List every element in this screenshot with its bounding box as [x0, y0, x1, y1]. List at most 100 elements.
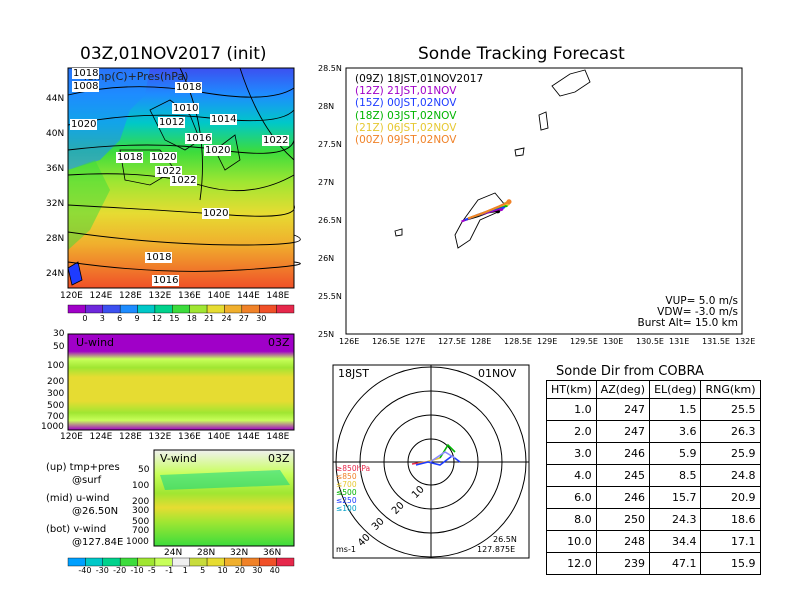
table-row: 6.0 246 15.7 20.9: [546, 486, 761, 509]
track-lat-tick: 27N: [318, 178, 335, 187]
map-lat-tick: 32N: [46, 199, 65, 209]
polar-level-legend: ≥850hPa ≤850 ≤700 ≤500 ≤250 ≤100: [336, 465, 370, 513]
wind-colorbar-tick: -20: [113, 566, 127, 575]
wind-colorbar: [67, 557, 295, 567]
isobar-label: 1022: [155, 166, 183, 177]
polar-level-entry: ≤100: [336, 504, 357, 513]
track-lon-tick: 129E: [537, 337, 558, 346]
temp-colorbar-swatch: [241, 304, 260, 314]
isobar-label: 1010: [172, 103, 200, 114]
uwind-lon-tick: 120E: [60, 432, 83, 442]
panel-desc-head: (bot) v-wind: [46, 524, 107, 535]
wind-colorbar-swatch: [154, 557, 173, 567]
uwind-p-tick: 700: [47, 412, 65, 422]
track-lon-tick: 130.5E: [636, 337, 664, 346]
isobar-label: 1014: [210, 114, 238, 125]
uwind-lon-tick: 132E: [148, 432, 172, 442]
polar-time-label: 18JST: [338, 367, 369, 380]
temp-colorbar: [67, 304, 295, 314]
wind-colorbar-tick: 1: [182, 566, 188, 575]
map-overlay-label: Temp(C)+Pres(hPa): [82, 70, 189, 83]
table-title: Sonde Dir from COBRA: [556, 364, 704, 379]
track-lat-tick: 27.5N: [318, 140, 342, 149]
map-lon-tick: 124E: [89, 291, 113, 301]
track-lat-tick: 25N: [318, 330, 335, 339]
isobar-label: 1020: [70, 119, 98, 130]
vwind-p-tick: 700: [132, 526, 150, 536]
vwind-p-tick: 200: [132, 497, 150, 507]
wind-colorbar-tick: -30: [95, 566, 109, 575]
uwind-lon-tick: 144E: [237, 432, 260, 442]
uwind-p-tick: 100: [47, 361, 65, 371]
table-row: 4.0 245 8.5 24.8: [546, 464, 761, 487]
temp-colorbar-tick: 9: [134, 314, 140, 323]
table-header: HT(km): [546, 380, 597, 399]
panel-desc-head: (mid) u-wind: [46, 493, 110, 504]
uwind-lon-tick: 148E: [266, 432, 290, 442]
table-cell: 8.5: [649, 464, 702, 487]
uwind-p-tick: 200: [47, 377, 65, 387]
polar-level-entry: ≤700: [336, 480, 357, 489]
temp-colorbar-tick: 21: [204, 314, 215, 323]
table-cell: 247: [595, 398, 651, 421]
uwind-p-tick: 30: [53, 329, 65, 339]
temp-colorbar-swatch: [189, 304, 208, 314]
uwind-lon-tick: 136E: [178, 432, 201, 442]
table-row: 3.0 246 5.9 25.9: [546, 442, 761, 465]
temp-colorbar-swatch: [276, 304, 295, 314]
map-lat-tick: 36N: [46, 164, 65, 174]
isobar-label: 1020: [202, 208, 230, 219]
vwind-lat-tick: 32N: [230, 548, 249, 558]
polar-hodograph: [411, 443, 461, 466]
wind-colorbar-swatch: [119, 557, 138, 567]
sonde-direction-table: HT(km) AZ(deg) EL(deg) RNG(km) 1.0 247 1.5 25.…: [546, 380, 761, 575]
wind-colorbar-swatch: [259, 557, 277, 567]
table-cell: 5.9: [649, 442, 702, 465]
table-cell: 3.6: [649, 420, 702, 443]
table-header: EL(deg): [649, 380, 702, 399]
wind-colorbar-swatch: [241, 557, 260, 567]
vwind-lat-tick: 24N: [164, 548, 183, 558]
table-cell: 248: [595, 530, 651, 553]
panel-desc-head: (up) tmp+pres: [46, 462, 120, 473]
wind-colorbar-tick: 30: [252, 566, 263, 575]
track-lon-tick: 132E: [735, 337, 756, 346]
vwind-p-tick: 50: [138, 465, 150, 475]
uwind-p-tick: 50: [53, 342, 65, 352]
polar-level-entry: ≤500: [336, 488, 357, 497]
wind-colorbar-tick: 10: [217, 566, 228, 575]
wind-colorbar-swatch: [67, 557, 86, 567]
polar-date-label: 01NOV: [478, 367, 517, 380]
table-cell: 247: [595, 420, 651, 443]
table-row: 12.0 239 47.1 15.9: [546, 552, 761, 575]
isobar-label: 1012: [158, 117, 186, 128]
map-lat-tick: 28N: [46, 234, 65, 244]
panel-desc-sub: @26.50N: [72, 506, 119, 517]
table-cell: 6.0: [546, 486, 597, 509]
track-title: Sonde Tracking Forecast: [418, 44, 625, 64]
table-cell: 245: [595, 464, 651, 487]
wind-colorbar-swatch: [224, 557, 243, 567]
map-lon-tick: 120E: [60, 291, 83, 301]
wind-colorbar-swatch: [102, 557, 121, 567]
hodograph-segment: [429, 451, 456, 463]
table-header: RNG(km): [700, 380, 761, 399]
track-lon-tick: 128.5E: [504, 337, 532, 346]
polar-unit: ms-1: [336, 545, 356, 554]
isobar-label: 1016: [152, 275, 180, 286]
vwind-p-tick: 500: [132, 517, 150, 527]
temp-colorbar-tick: 3: [99, 314, 105, 323]
track-legend-entry: (12Z) 21JST,01NOV: [355, 85, 457, 98]
table-cell: 8.0: [546, 508, 597, 531]
temp-colorbar-swatch: [206, 304, 225, 314]
temp-colorbar-swatch: [137, 304, 156, 314]
map-lon-tick: 136E: [178, 291, 201, 301]
temp-colorbar-swatch: [172, 304, 190, 314]
table-cell: 15.7: [649, 486, 702, 509]
uwind-lon-tick: 140E: [207, 432, 231, 442]
polar-lat: 26.5N: [493, 535, 517, 544]
table-cell: 25.9: [700, 442, 761, 465]
map-lat-tick: 24N: [46, 269, 65, 279]
table-cell: 17.1: [700, 530, 761, 553]
table-cell: 20.9: [700, 486, 761, 509]
